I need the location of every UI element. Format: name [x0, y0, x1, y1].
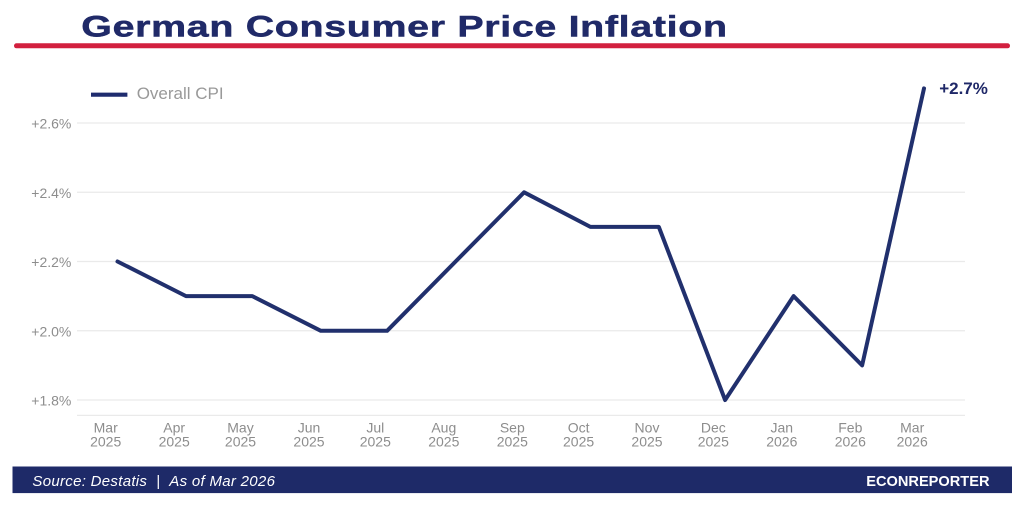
svg-text:+2.4%: +2.4%: [31, 185, 71, 201]
svg-text:Oct: Oct: [568, 419, 590, 435]
svg-text:2025: 2025: [360, 434, 391, 450]
svg-text:Aug: Aug: [431, 419, 456, 435]
svg-text:ECONREPORTER: ECONREPORTER: [866, 474, 990, 490]
svg-text:2026: 2026: [766, 434, 797, 450]
svg-text:Dec: Dec: [701, 419, 726, 435]
svg-text:2026: 2026: [897, 434, 928, 450]
svg-text:Mar: Mar: [94, 419, 118, 435]
svg-text:2025: 2025: [631, 434, 662, 450]
svg-text:Mar: Mar: [900, 419, 924, 435]
svg-text:Source: Destatis | As of Mar: Source: Destatis | As of Mar 2026: [32, 473, 275, 490]
svg-text:2025: 2025: [293, 434, 324, 450]
svg-text:Jul: Jul: [366, 419, 384, 435]
svg-text:+2.0%: +2.0%: [31, 323, 71, 339]
svg-text:Feb: Feb: [838, 419, 862, 435]
svg-text:Jan: Jan: [771, 419, 794, 435]
svg-text:2026: 2026: [835, 434, 866, 450]
svg-text:Nov: Nov: [635, 419, 660, 435]
svg-text:Jun: Jun: [298, 419, 321, 435]
svg-text:Apr: Apr: [163, 419, 185, 435]
svg-text:2025: 2025: [497, 434, 528, 450]
svg-text:2025: 2025: [428, 434, 459, 450]
svg-text:+2.6%: +2.6%: [31, 116, 71, 132]
svg-text:Overall CPI: Overall CPI: [137, 84, 224, 103]
svg-text:+2.7%: +2.7%: [939, 79, 988, 98]
svg-text:May: May: [227, 419, 253, 435]
svg-text:2025: 2025: [159, 434, 190, 450]
svg-text:2025: 2025: [563, 434, 594, 450]
svg-text:2025: 2025: [698, 434, 729, 450]
svg-text:2025: 2025: [90, 434, 121, 450]
svg-text:2025: 2025: [225, 434, 256, 450]
svg-text:Sep: Sep: [500, 419, 525, 435]
svg-text:+1.8%: +1.8%: [31, 393, 71, 409]
svg-text:+2.2%: +2.2%: [31, 254, 71, 270]
svg-text:German Consumer Price Inflatio: German Consumer Price Inflation: [81, 11, 727, 43]
